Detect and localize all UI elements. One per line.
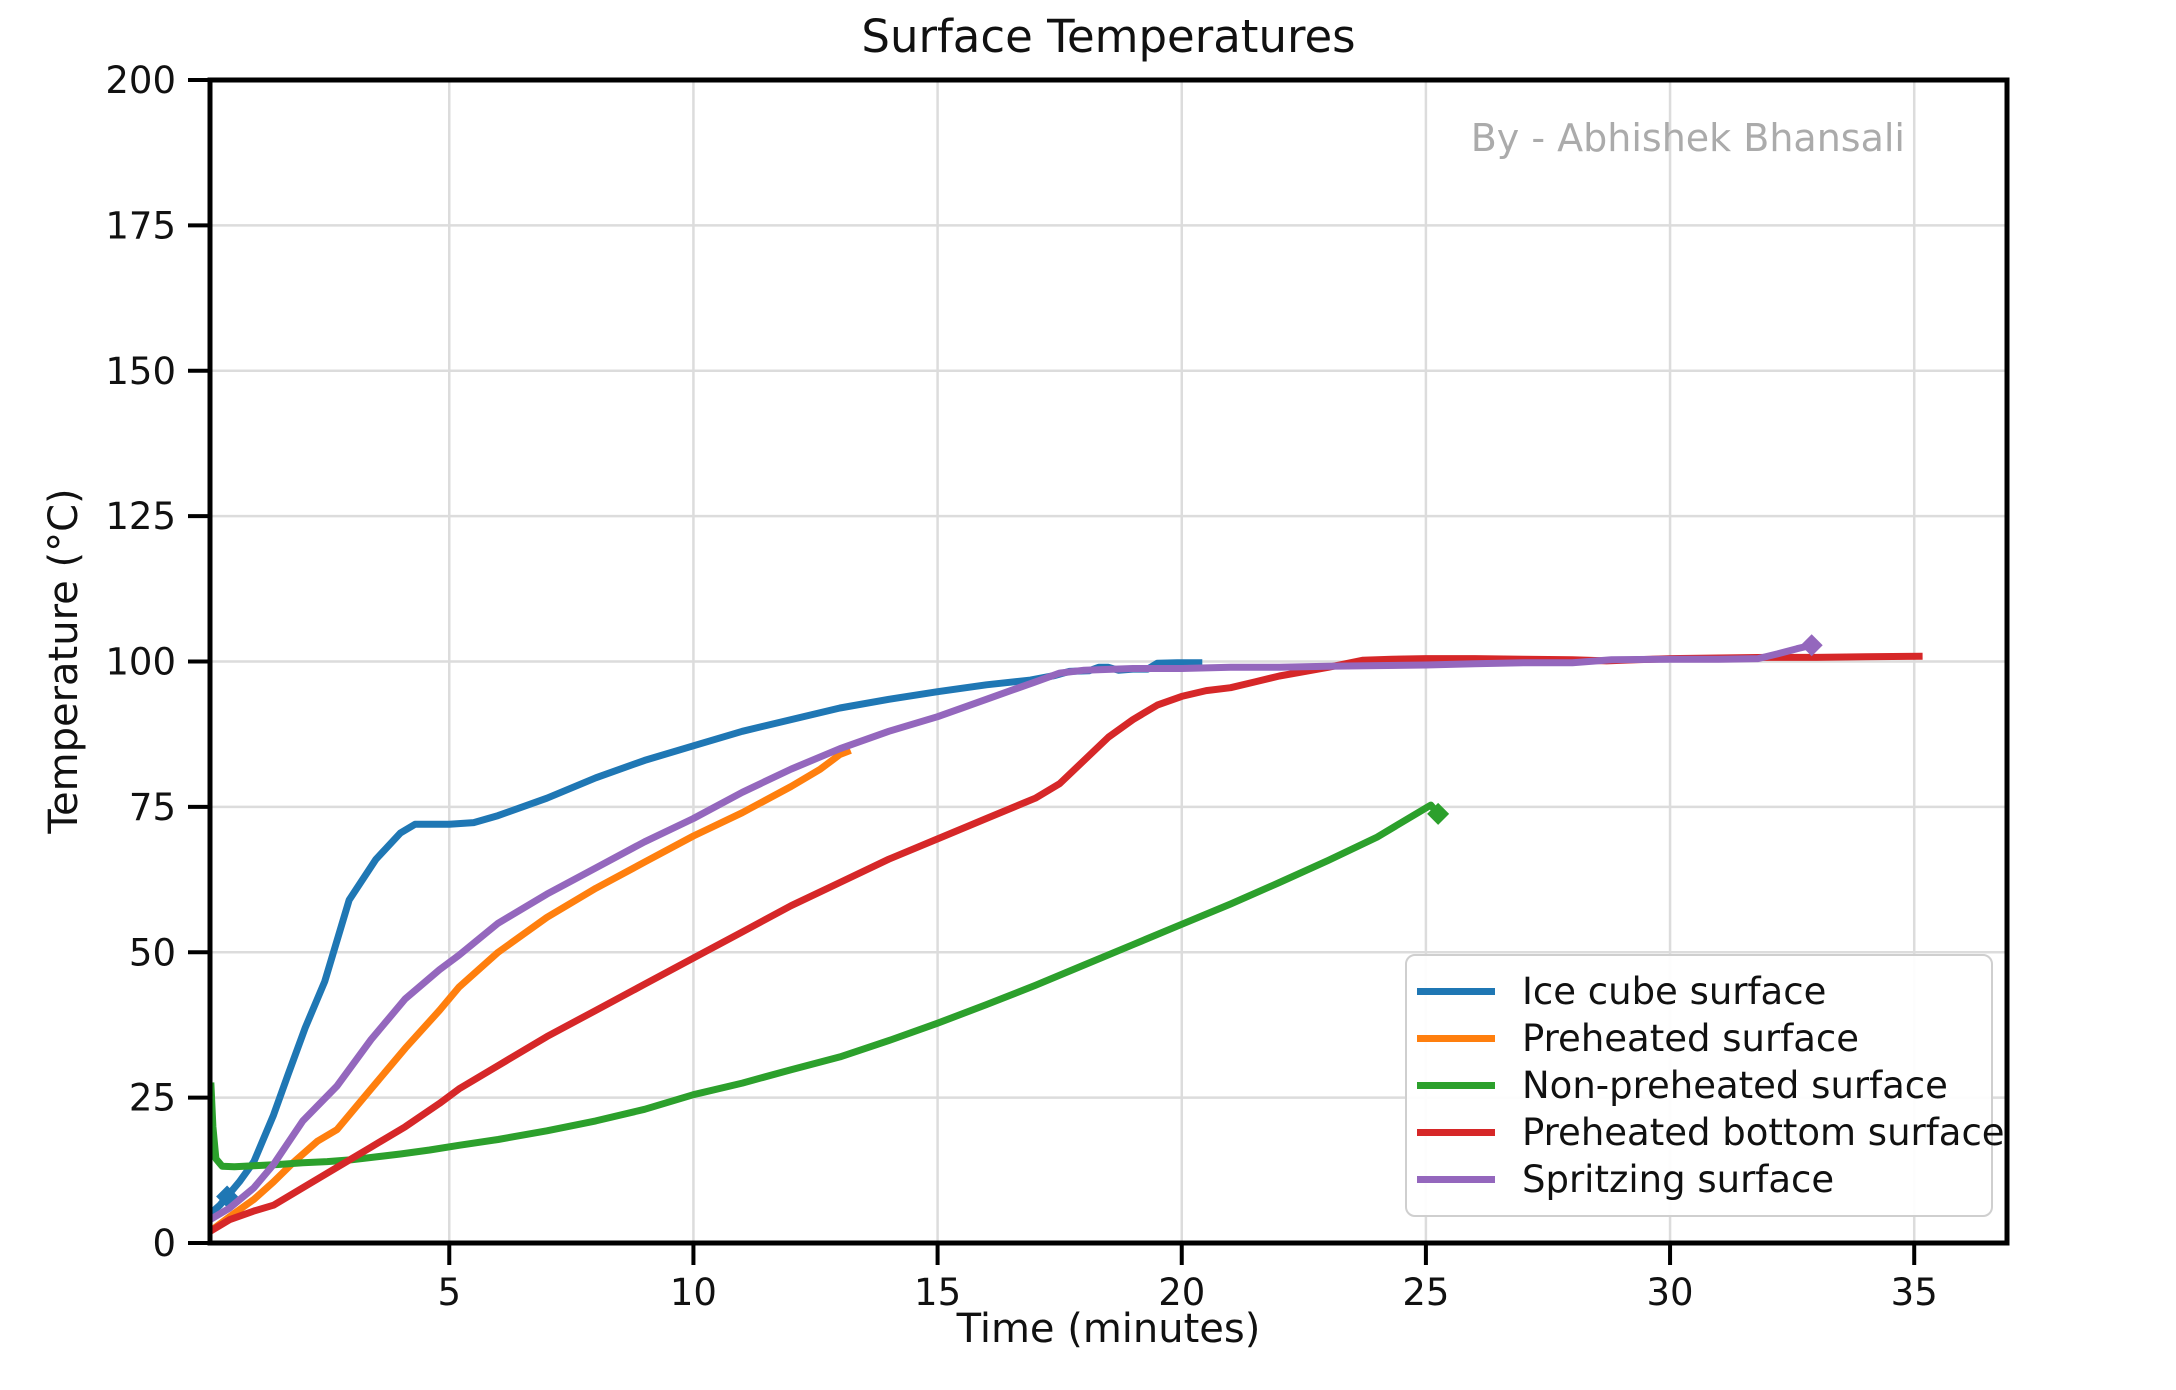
legend-swatch-preheated-surface	[1417, 1035, 1495, 1042]
series-line-ice-cube-surface	[210, 659, 1203, 1219]
series-marker-non-preheated-surface	[1427, 802, 1450, 825]
x-axis-label: Time (minutes)	[956, 1306, 1261, 1352]
legend-swatch-non-preheated-surface	[1417, 1082, 1495, 1089]
legend-label: Preheated bottom surface	[1522, 1111, 2005, 1154]
legend-item-ice-cube-surface: Ice cube surface	[1417, 970, 1981, 1013]
legend-item-spritzing-surface: Spritzing surface	[1417, 1158, 1981, 1201]
y-tick-label: 200	[105, 59, 176, 102]
y-tick-label: 100	[105, 641, 176, 684]
legend-item-non-preheated-surface: Non-preheated surface	[1417, 1064, 1981, 1107]
y-tick-label: 25	[129, 1077, 176, 1120]
y-tick-label: 0	[152, 1222, 176, 1265]
legend-item-preheated-surface: Preheated surface	[1417, 1017, 1981, 1060]
x-tick-label: 25	[1402, 1271, 1449, 1314]
y-axis-label: Temperature (°C)	[41, 488, 87, 834]
x-tick-label: 20	[1158, 1271, 1205, 1314]
legend-swatch-preheated-bottom-surface	[1417, 1129, 1495, 1136]
series-marker-spritzing-surface	[1800, 634, 1823, 657]
legend-label: Non-preheated surface	[1522, 1064, 1948, 1107]
chart-title: Surface Temperatures	[861, 10, 1356, 63]
x-tick-label: 10	[670, 1271, 717, 1314]
y-tick-label: 150	[105, 350, 176, 393]
x-tick-label: 30	[1647, 1271, 1694, 1314]
y-tick-label: 50	[129, 931, 176, 974]
legend-label: Preheated surface	[1522, 1017, 1859, 1060]
y-tick-label: 125	[105, 495, 176, 538]
series-line-non-preheated-surface	[210, 801, 1444, 1171]
legend-swatch-ice-cube-surface	[1417, 988, 1495, 995]
y-tick-label: 75	[129, 786, 176, 829]
legend: Ice cube surface Preheated surface Non-p…	[1405, 954, 2005, 1217]
series-line-spritzing-surface	[210, 640, 1816, 1224]
watermark-author: By - Abhishek Bhansali	[1470, 116, 1905, 160]
legend-swatch-spritzing-surface	[1417, 1176, 1495, 1183]
y-tick-label: 175	[105, 204, 176, 247]
legend-item-preheated-bottom-surface: Preheated bottom surface	[1417, 1111, 2005, 1154]
x-tick-label: 5	[438, 1271, 462, 1314]
series-line-preheated-surface	[210, 747, 852, 1236]
x-tick-label: 35	[1891, 1271, 1938, 1314]
legend-label: Ice cube surface	[1522, 970, 1827, 1013]
legend-label: Spritzing surface	[1522, 1158, 1835, 1201]
x-tick-label: 15	[914, 1271, 961, 1314]
